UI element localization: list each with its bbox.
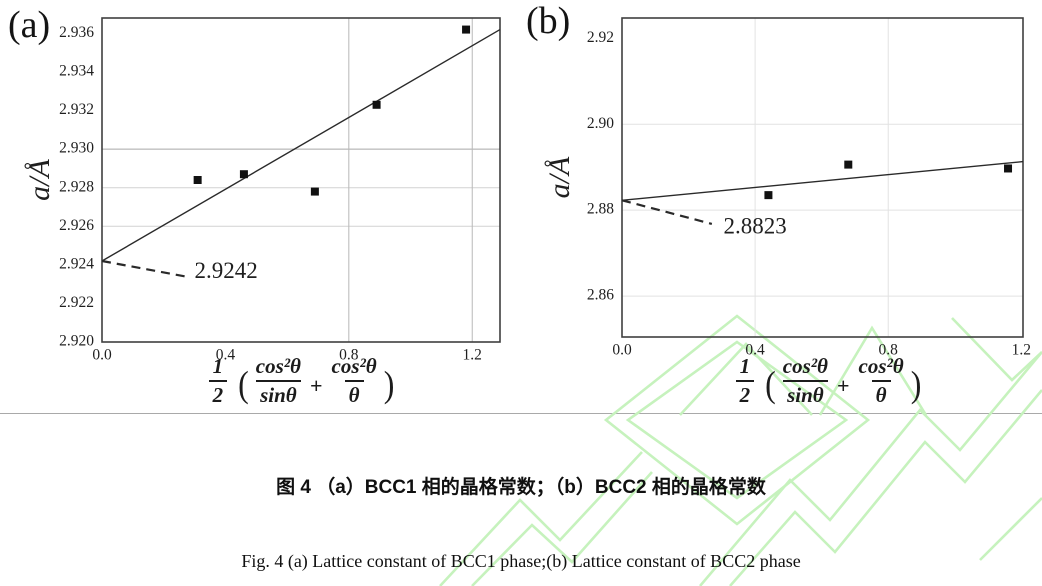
plot-frame [101,17,501,343]
formula-frac1-numerator: cos²θ [255,354,301,378]
chart-bcc1: 2.9242 2.920 2.922 2.924 2.926 2.928 2.930 2.93… [23,17,501,363]
formula-open-paren: ( [765,363,776,405]
formula-frac1-denominator: sinθ [783,380,828,406]
x-axis-formula-b: 1 2 ( cos²θ sinθ + cos²θ θ ) [622,356,1034,406]
formula-fraction-1: cos²θ sinθ [252,356,305,406]
fit-line [101,28,501,262]
y-axis-label: a/Å [23,159,56,201]
charts-layer: 2.9242 2.920 2.922 2.924 2.926 2.928 2.930 2.93… [23,17,1031,363]
formula-plus-sign: + [836,373,850,398]
formula-half-denominator: 2 [735,380,755,406]
formula-frac1-denominator: sinθ [256,380,301,406]
intercept-dash-line [621,199,713,225]
formula-close-paren: ) [910,363,922,405]
formula-frac2-numerator: cos²θ [331,354,377,378]
y-tick-label: 2.92 [587,29,614,46]
intercept-annotation: 2.9242 [195,258,258,283]
data-point [239,170,248,179]
formula-frac2-denominator: θ [871,380,891,406]
plot-frame [621,17,1024,338]
y-tick-label: 2.926 [59,217,94,234]
fit-line [621,160,1024,201]
y-axis-label: a/Å [543,156,576,198]
formula-fraction-2: cos²θ θ [855,356,908,406]
formula-frac1-numerator: cos²θ [782,354,828,378]
y-tick-label: 2.88 [587,201,614,218]
data-point [372,100,381,109]
formula-frac2-denominator: θ [344,380,364,406]
data-point [1004,164,1013,173]
formula-half-fraction: 1 2 [208,354,228,406]
y-tick-label: 2.90 [587,115,614,132]
x-tick-label: 0.8 [339,346,359,363]
formula-plus-sign: + [309,373,323,398]
x-tick-label: 0.0 [92,346,112,363]
y-tick-label: 2.936 [59,24,94,41]
data-point [193,176,202,184]
intercept-dash-line [101,259,186,278]
panel-label-a: (a) [8,4,51,46]
y-tick-label: 2.934 [59,63,94,80]
y-tick-label: 2.920 [59,333,94,350]
formula-half-numerator: 1 [212,354,224,378]
y-tick-label: 2.922 [59,294,94,311]
panel-label-b: (b) [526,0,571,42]
x-tick-label: 0.4 [216,346,236,363]
formula-close-paren: ) [383,363,395,405]
formula-half-fraction: 1 2 [735,354,755,406]
intercept-annotation: 2.8823 [723,214,786,239]
formula-half-denominator: 2 [208,380,228,406]
figure-caption-english: Fig. 4 (a) Lattice constant of BCC1 phas… [241,551,801,571]
y-tick-label: 2.86 [587,287,614,304]
formula-fraction-2: cos²θ θ [328,356,381,406]
x-tick-label: 1.2 [463,346,482,363]
y-tick-label: 2.928 [59,178,94,195]
x-axis-formula-a: 1 2 ( cos²θ sinθ + cos²θ θ ) [92,356,510,406]
formula-open-paren: ( [238,363,249,405]
formula-half-numerator: 1 [739,354,751,378]
data-point [310,187,319,196]
horizontal-rule [0,413,1042,414]
formula-frac2-numerator: cos²θ [858,354,904,378]
data-point [462,25,471,34]
y-tick-label: 2.930 [59,140,94,157]
formula-fraction-1: cos²θ sinθ [779,356,832,406]
data-point [764,191,773,200]
data-point [844,160,853,169]
y-tick-label: 2.924 [59,255,94,272]
y-tick-label: 2.932 [59,101,94,118]
figure-caption-chinese: 图 4 （a）BCC1 相的晶格常数；（b）BCC2 相的晶格常数 [276,477,766,498]
